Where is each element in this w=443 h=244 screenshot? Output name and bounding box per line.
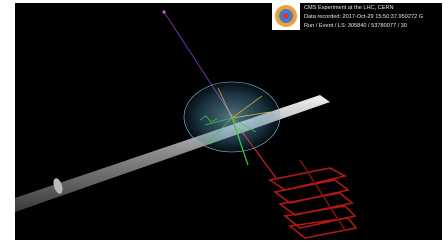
overlay-run: Run / Event / LS: 305840 / 53780077 / 30: [304, 23, 407, 29]
hit: [162, 10, 165, 13]
tracker-volume: [184, 82, 280, 152]
overlay-date: Data recorded: 2017-Oct-29 15:50:37.9502…: [304, 14, 423, 20]
logo: [272, 3, 300, 30]
event-display: CMS Experiment at the LHC, CERN Data rec…: [0, 0, 443, 244]
page: CMS Experiment at the LHC, CERN Data rec…: [0, 0, 443, 244]
overlay-title: CMS Experiment at the LHC, CERN: [304, 5, 394, 11]
